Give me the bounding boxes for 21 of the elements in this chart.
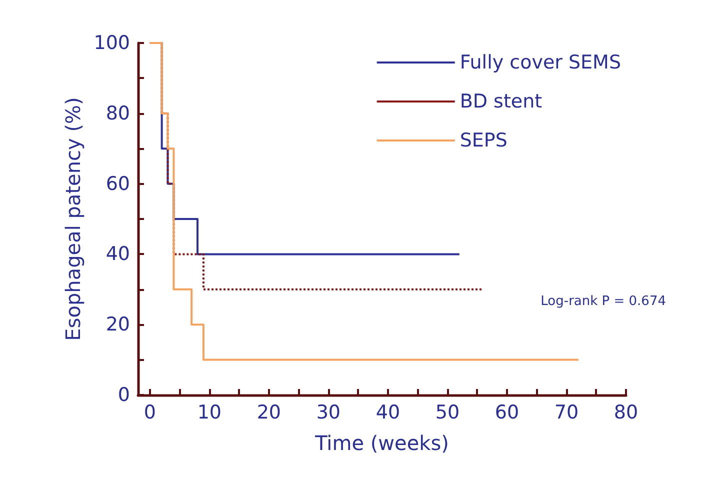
- legend-label: BD stent: [460, 90, 542, 112]
- y-tick-label: 80: [106, 102, 130, 124]
- y-axis-title: Esophageal patency (%): [60, 97, 85, 341]
- y-tick-label: 0: [118, 384, 130, 406]
- legend-label: SEPS: [460, 130, 508, 152]
- y-tick-label: 60: [106, 172, 130, 195]
- x-tick-label: 10: [197, 402, 222, 424]
- x-tick-label: 20: [256, 402, 282, 424]
- x-tick-label: 70: [554, 402, 579, 424]
- x-tick-label: 30: [316, 402, 341, 424]
- x-tick-label: 50: [435, 402, 460, 424]
- x-tick-label: 0: [144, 402, 156, 424]
- x-axis-title: Time (weeks): [314, 431, 449, 455]
- x-tick-label: 60: [494, 402, 520, 424]
- legend-label: Fully cover SEMS: [460, 52, 622, 74]
- x-tick-label: 80: [614, 402, 638, 424]
- y-tick-label: 100: [94, 32, 130, 54]
- annotation: Log-rank P = 0.674: [540, 294, 666, 309]
- x-tick-label: 40: [376, 402, 400, 424]
- y-tick-label: 40: [106, 243, 130, 266]
- y-tick-label: 20: [106, 314, 130, 336]
